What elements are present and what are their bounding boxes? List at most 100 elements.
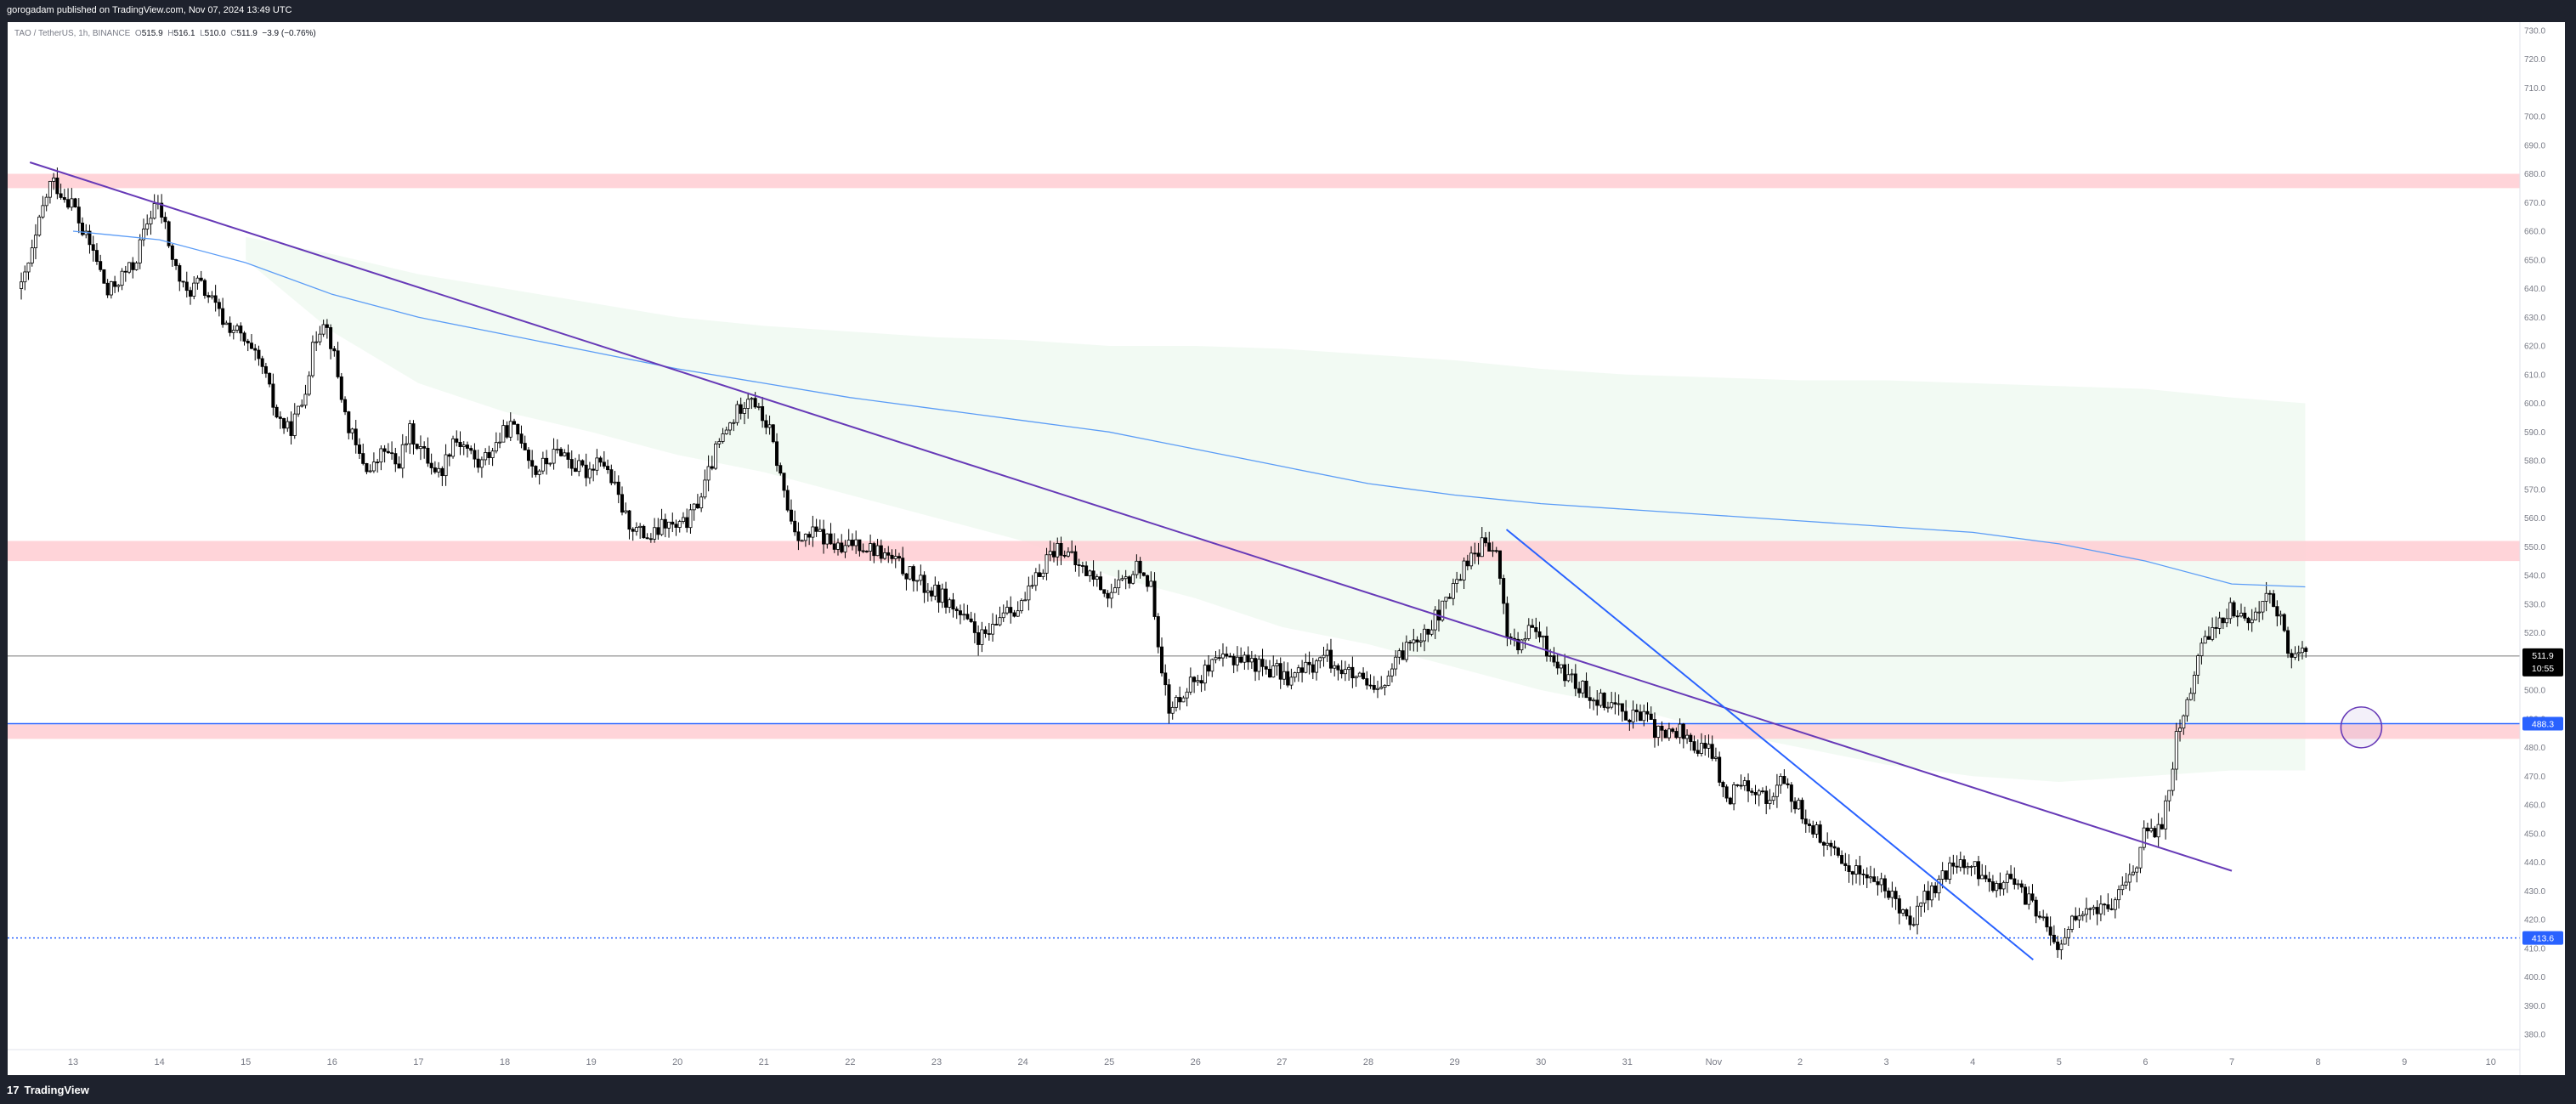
candle-body [1944,870,1948,880]
candle-body [1357,672,1362,677]
candle-body [278,416,282,419]
candle-body [487,452,491,458]
candle-body [825,533,829,545]
candle-body [458,441,462,447]
time-tick-label: 24 [1017,1057,1028,1067]
candle-body [2275,606,2279,617]
candle-body [2027,893,2031,905]
candle-body [1073,551,1078,565]
candle-body [400,444,405,469]
candle-body [2127,874,2132,883]
candle-body [836,542,841,550]
candle-body [1865,874,1869,879]
candle-body [102,269,106,284]
legend-low: 510.0 [204,29,226,38]
candle-body [627,510,631,530]
candle-body [1916,905,1920,926]
candle-body [41,205,45,218]
candle-body [2206,636,2211,640]
candle-body [1861,874,1865,875]
candle-body [861,550,865,552]
candle-body [584,464,588,478]
candle-body [1815,824,1819,835]
candle-body [656,527,660,535]
candle-body [951,599,955,610]
candle-body [573,467,577,473]
candle-body [1559,664,1563,669]
candle-body [1789,784,1793,802]
candle-body [379,448,383,463]
candle-body [595,457,599,471]
candle-body [569,459,574,469]
candle-body [732,422,736,424]
candle-body [1973,861,1977,867]
candle-body [1808,824,1812,826]
candle-body [88,230,92,246]
candle-body [1304,661,1308,673]
candle-body [231,330,235,333]
candle-body [904,573,909,580]
tradingview-brand[interactable]: 17 TradingView [7,1084,89,1096]
candle-body [1811,825,1815,835]
candle-body [189,290,193,297]
candle-body [33,235,37,249]
time-tick-label: 16 [327,1057,337,1067]
candle-body [516,423,520,435]
candle-body [1293,672,1297,678]
dotted-price-tag [2522,931,2563,945]
price-label-layer: 511.9 10:55 488.3 413.6 [2522,648,2563,945]
candle-body [94,250,99,263]
candle-body [634,527,638,532]
candle-body [969,618,973,622]
candle-body [958,610,962,615]
time-tick-label: 6 [2143,1057,2148,1067]
candle-body [1829,842,1833,847]
candle-body [789,509,793,522]
candle-body [292,413,297,436]
candle-body [980,629,984,645]
candle-body [1491,550,1495,552]
candle-body [1423,628,1427,642]
candle-body [1192,677,1197,682]
band-layer [246,236,2306,782]
candle-body [1826,842,1830,846]
candle-body [1803,818,1808,824]
candle-body [2214,626,2218,629]
candle-body [347,411,351,433]
candle-body [2282,614,2286,631]
price-tick-label: 460.0 [2524,801,2545,811]
candle-layer [20,167,2308,960]
candle-body [2246,617,2250,624]
legend-close: 511.9 [236,29,258,38]
candle-body [339,376,343,400]
candle-body [91,244,95,251]
candle-body [66,199,71,208]
candle-body [1922,891,1927,904]
candle-body [2106,904,2110,909]
candle-body [793,520,797,533]
candle-body [1333,665,1337,669]
candle-body [965,614,970,620]
candle-body [879,545,883,559]
candle-body [1602,693,1606,708]
candle-body [519,433,524,444]
candle-body [184,281,189,292]
candle-body [138,239,142,263]
candle-body [1926,891,1930,901]
candle-body [2225,618,2229,624]
time-tick-label: 2 [1798,1057,1803,1067]
candle-body [1404,642,1408,660]
time-tick-label: 20 [672,1057,682,1067]
candle-body [638,525,643,528]
candle-body [1246,654,1250,663]
candle-body [371,461,376,472]
candle-body [764,420,768,428]
candle-body [872,543,876,557]
candle-body [778,465,783,474]
candle-body [2132,871,2136,875]
candle-body [1027,586,1031,601]
candle-body [181,280,185,283]
candle-body [1566,674,1571,682]
candle-body [1897,898,1901,914]
